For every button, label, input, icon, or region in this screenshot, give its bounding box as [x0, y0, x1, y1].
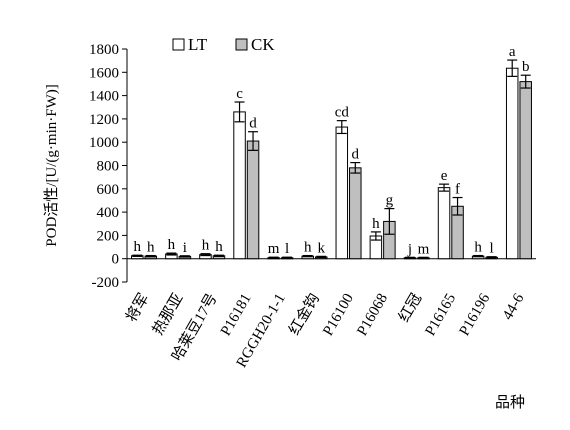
y-tick-label: 1400: [89, 89, 119, 105]
significance-label: b: [522, 59, 530, 75]
y-tick-label: 1800: [89, 42, 119, 58]
category-label: 热那亚: [149, 291, 186, 338]
category-label: 红冠: [395, 291, 425, 325]
y-tick-label: 600: [97, 182, 120, 198]
significance-label: k: [317, 240, 325, 256]
y-tick-label: 1000: [89, 135, 119, 151]
legend-swatch-ck: [235, 38, 248, 51]
category-label: 红金钩: [286, 291, 323, 338]
x-axis-title: 品种: [495, 394, 525, 411]
bar-lt: [233, 111, 246, 260]
y-tick-label: 0: [112, 252, 120, 268]
legend-label-lt: LT: [188, 35, 208, 54]
y-tick-label: 1600: [89, 65, 119, 81]
y-tick-label: -200: [92, 275, 120, 291]
significance-label: l: [490, 241, 494, 257]
significance-label: a: [509, 44, 516, 60]
bar-ck: [519, 81, 532, 260]
bars: [131, 59, 532, 260]
category-label: 将军: [123, 291, 153, 325]
bar-ck: [349, 167, 362, 260]
significance-label: h: [168, 237, 176, 253]
significance-label: h: [147, 240, 155, 256]
significance-label: l: [285, 241, 289, 257]
bar-lt: [335, 126, 349, 260]
bar-lt: [505, 67, 519, 260]
category-label: P16068: [354, 291, 391, 339]
significance-label: c: [236, 86, 243, 102]
significance-label: f: [455, 182, 460, 198]
significance-label: h: [304, 240, 312, 256]
legend: LT CK: [172, 35, 275, 54]
category-label: 44-6: [500, 291, 528, 323]
bar-lt: [437, 187, 451, 260]
significance-label: d: [352, 147, 360, 163]
category-label: P16196: [457, 291, 494, 339]
legend-label-ck: CK: [251, 35, 275, 54]
bar-ck: [246, 140, 260, 260]
category-label: P16165: [422, 291, 459, 339]
legend-swatch-lt: [172, 38, 185, 51]
significance-label: h: [134, 239, 142, 255]
y-tick-label: 800: [97, 159, 120, 175]
significance-label: h: [215, 239, 223, 255]
y-tick-label: 1200: [89, 112, 119, 128]
significance-label: d: [249, 116, 257, 132]
y-axis-title: POD活性/[U/(g·min·FW)]: [43, 84, 60, 246]
significance-label: g: [386, 193, 394, 209]
significance-label: m: [418, 241, 430, 257]
category-label: P16181: [218, 291, 255, 339]
significance-label: j: [407, 241, 412, 257]
y-tick-label: 200: [97, 228, 120, 244]
significance-label: h: [372, 216, 380, 232]
significance-label: e: [441, 168, 448, 184]
category-label: P16100: [320, 291, 357, 339]
significance-label: h: [202, 238, 210, 254]
significance-label: h: [474, 240, 482, 256]
y-tick-label: 400: [97, 205, 120, 221]
significance-label: i: [183, 240, 187, 256]
axes: -200 0 200 400 600 800 1000 1200 1400 1600 1800 POD…: [43, 42, 536, 411]
significance-label: cd: [335, 105, 350, 121]
significance-label: m: [268, 241, 280, 257]
